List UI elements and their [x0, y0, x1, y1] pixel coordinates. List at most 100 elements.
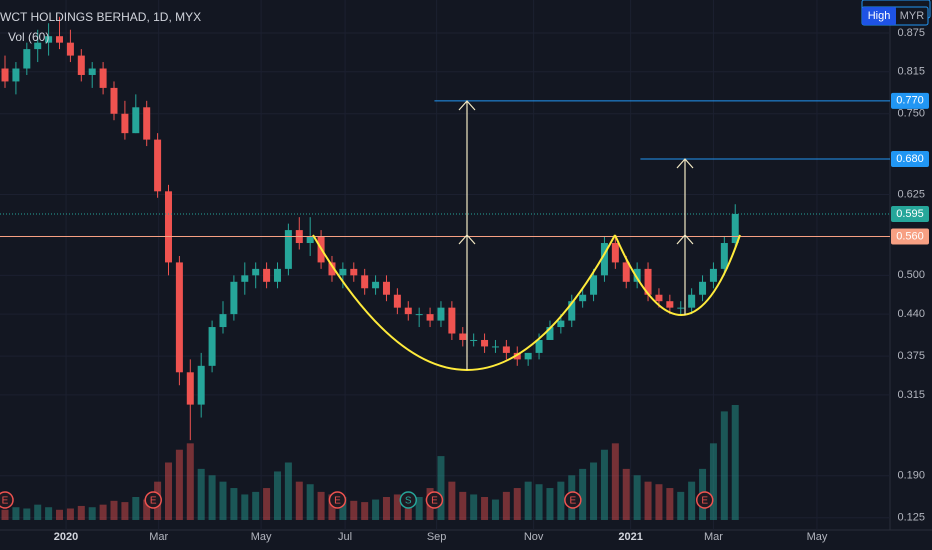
candle-body — [208, 327, 216, 366]
candle-body — [23, 49, 31, 69]
candle-body — [546, 327, 554, 340]
candle-body — [502, 346, 510, 353]
x-tick-label: May — [807, 531, 828, 543]
high-label: High — [868, 10, 891, 22]
volume-bar — [459, 491, 467, 520]
candle-body — [77, 55, 85, 75]
volume-bar — [66, 508, 74, 520]
y-tick-label: 0.625 — [897, 188, 925, 200]
volume-bar — [121, 502, 129, 520]
candle-body — [622, 262, 630, 282]
candle-body — [372, 281, 380, 289]
price-badge-label: 0.770 — [896, 95, 924, 107]
volume-bar — [731, 405, 739, 520]
y-tick-label: 0.875 — [897, 27, 925, 39]
candle-body — [655, 294, 663, 302]
candle-body — [263, 268, 271, 282]
volume-bar — [339, 497, 347, 520]
volume-bar — [197, 468, 205, 520]
price-badge — [891, 151, 929, 167]
candle-body — [306, 236, 314, 244]
volume-bar — [590, 462, 598, 520]
volume-bar — [284, 462, 292, 520]
chart-title: WCT HOLDINGS BERHAD, 1D, MYX — [0, 10, 201, 24]
price-badge-label: 0.680 — [896, 153, 924, 165]
candle-body — [99, 68, 107, 88]
candle-body — [459, 333, 467, 340]
candle-body — [34, 42, 42, 50]
high-badge-tag — [862, 7, 896, 25]
volume-bar — [720, 411, 728, 520]
arrow-head — [458, 100, 476, 245]
candle-body — [448, 307, 456, 334]
volume-bar — [524, 481, 532, 520]
candle-body — [579, 294, 587, 302]
candle-body — [12, 68, 20, 82]
candle-body — [699, 281, 707, 295]
price-badge — [891, 92, 929, 109]
volume-bar — [709, 443, 717, 520]
event-label: E — [570, 496, 577, 507]
candle-body — [437, 307, 445, 321]
candle-body — [404, 307, 412, 315]
candle-body — [219, 314, 227, 328]
y-tick-label: 0.375 — [897, 350, 925, 362]
candle-body — [175, 262, 183, 373]
volume-bar — [437, 456, 445, 520]
x-tick-label: 2021 — [618, 531, 642, 543]
volume-bar — [186, 443, 194, 520]
volume-bar — [317, 491, 325, 520]
y-tick-label: 0.500 — [897, 269, 925, 281]
event-marker — [0, 491, 14, 509]
candle-body — [164, 191, 172, 263]
levels: 0.770 0.680 0.595 0.560 — [0, 92, 929, 245]
candle-body — [611, 243, 619, 263]
candle-body — [666, 301, 674, 308]
event-marker — [425, 491, 444, 509]
volume-bar — [56, 509, 64, 520]
candle-body — [66, 42, 74, 56]
volume-bar — [372, 499, 380, 520]
candle-body — [470, 339, 478, 341]
candle-body — [481, 339, 489, 347]
volume-bar — [23, 508, 31, 520]
volume-bar — [491, 499, 499, 520]
x-tick-label: Mar — [149, 531, 168, 543]
y-tick-label: 0.190 — [897, 470, 925, 482]
volume-bar — [328, 494, 336, 520]
volume-bar — [110, 500, 118, 520]
event-label: E — [334, 496, 341, 507]
y-tick-label: 0.815 — [897, 66, 925, 78]
x-tick-label: Sep — [427, 531, 447, 543]
volume-bar — [677, 491, 685, 520]
volume-bar — [557, 481, 565, 520]
volume-bar — [263, 488, 271, 520]
volume-bar — [252, 491, 260, 520]
volume-bar — [88, 507, 96, 520]
candle-body — [339, 268, 347, 276]
event-label: E — [2, 496, 9, 507]
volume-bar — [350, 500, 358, 520]
candle-body — [328, 262, 336, 276]
candle-body — [590, 275, 598, 295]
candle-body — [415, 314, 423, 316]
volume-bar — [393, 494, 401, 520]
price-badge-label: 0.595 — [896, 208, 924, 220]
currency: MYR — [900, 10, 925, 22]
event-label: E — [701, 496, 708, 507]
volume-bar — [241, 494, 249, 520]
event-marker — [564, 491, 582, 509]
candle-body — [720, 243, 728, 269]
candle-body — [110, 87, 118, 114]
candle-body — [393, 294, 401, 308]
candle-body — [644, 268, 652, 295]
event-label: E — [150, 496, 157, 507]
candle-body — [56, 36, 64, 43]
volume-bar — [219, 481, 227, 520]
candle-body — [491, 346, 499, 348]
candle-body — [568, 301, 576, 321]
candle-body — [535, 339, 543, 353]
